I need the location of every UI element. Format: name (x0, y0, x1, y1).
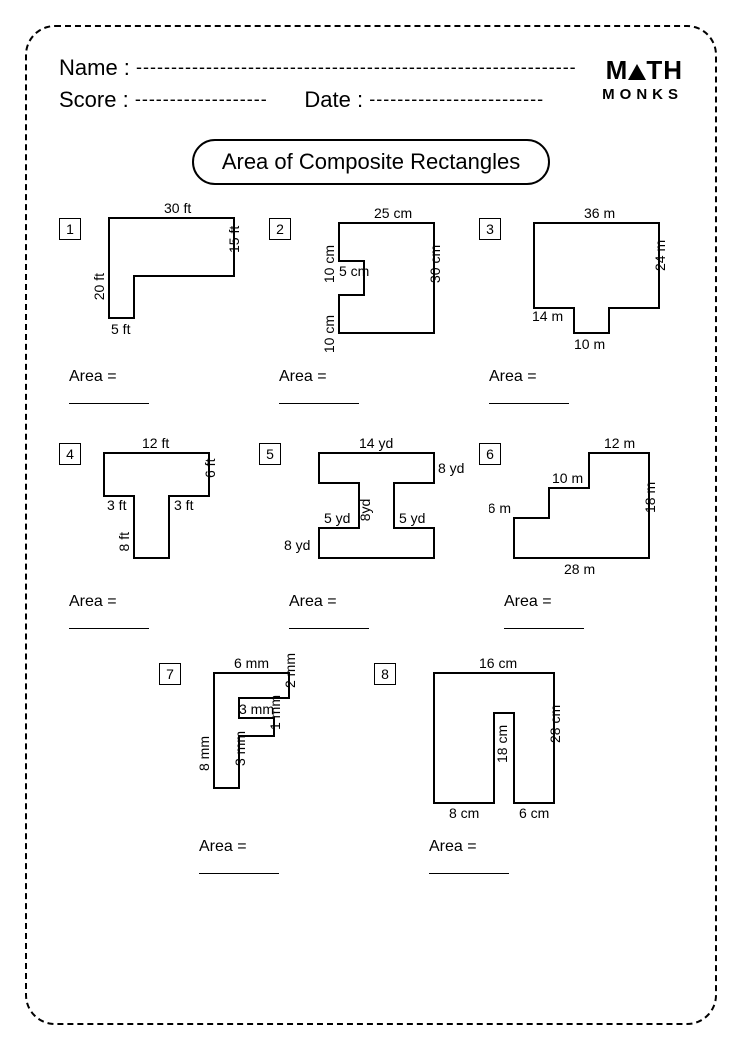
svg-text:12 m: 12 m (604, 435, 635, 451)
svg-text:10 cm: 10 cm (321, 315, 337, 353)
svg-text:3 ft: 3 ft (107, 497, 127, 513)
area-blank-5[interactable] (289, 615, 369, 629)
shape-1: 30 ft 15 ft 20 ft 5 ft (89, 198, 279, 348)
shape-2: 25 cm 10 cm 5 cm 10 cm 30 cm (294, 203, 484, 353)
svg-text:20 ft: 20 ft (91, 273, 107, 300)
area-prompt-5: Area = (289, 593, 369, 629)
svg-text:36 m: 36 m (584, 205, 615, 221)
area-prompt-8: Area = (429, 838, 509, 874)
area-prompt-7: Area = (199, 838, 279, 874)
logo: MTH MONKS (602, 55, 683, 103)
svg-text:8 cm: 8 cm (449, 805, 479, 821)
date-label: Date : (304, 87, 363, 112)
score-blank[interactable]: ------------------- (135, 89, 268, 109)
area-blank-3[interactable] (489, 390, 569, 404)
area-blank-4[interactable] (69, 615, 149, 629)
svg-text:8 yd: 8 yd (438, 460, 464, 476)
svg-text:18 cm: 18 cm (494, 725, 510, 763)
svg-text:25 cm: 25 cm (374, 205, 412, 221)
date-blank[interactable]: ------------------------- (369, 89, 544, 109)
area-blank-8[interactable] (429, 860, 509, 874)
svg-text:3 ft: 3 ft (174, 497, 194, 513)
svg-text:14 m: 14 m (532, 308, 563, 324)
svg-text:5 cm: 5 cm (339, 263, 369, 279)
svg-text:3 mm: 3 mm (232, 731, 248, 766)
svg-text:5 ft: 5 ft (111, 321, 131, 337)
svg-text:10 cm: 10 cm (321, 245, 337, 283)
svg-text:30 ft: 30 ft (164, 200, 191, 216)
svg-text:28 m: 28 m (564, 561, 595, 577)
problem-number: 2 (269, 218, 291, 240)
svg-text:5 yd: 5 yd (399, 510, 425, 526)
svg-text:2 mm: 2 mm (282, 653, 298, 688)
svg-text:5 yd: 5 yd (324, 510, 350, 526)
shape-8: 16 cm 28 cm 18 cm 8 cm 6 cm (394, 648, 604, 823)
svg-text:16 cm: 16 cm (479, 655, 517, 671)
svg-text:8 mm: 8 mm (196, 736, 212, 771)
shape-3: 36 m 24 m 14 m 10 m (499, 203, 689, 358)
svg-text:6 ft: 6 ft (202, 458, 218, 478)
svg-text:24 m: 24 m (652, 240, 668, 271)
shape-5: 14 yd 8 yd 8yd 5 yd 5 yd 8 yd (274, 428, 484, 583)
problem-number: 1 (59, 218, 81, 240)
svg-text:30 cm: 30 cm (427, 245, 443, 283)
header: Name : ---------------------------------… (59, 55, 683, 119)
svg-text:8 ft: 8 ft (116, 532, 132, 552)
svg-text:10 m: 10 m (574, 336, 605, 352)
svg-text:6 cm: 6 cm (519, 805, 549, 821)
svg-text:1 mm: 1 mm (267, 695, 283, 730)
name-blank[interactable]: ----------------------------------------… (136, 57, 577, 77)
svg-text:8 yd: 8 yd (284, 537, 310, 553)
svg-text:12 ft: 12 ft (142, 435, 169, 451)
area-prompt-3: Area = (489, 368, 569, 404)
svg-text:28 cm: 28 cm (547, 705, 563, 743)
shape-6: 12 m 10 m 6 m 18 m 28 m (489, 428, 689, 583)
svg-text:6 mm: 6 mm (234, 655, 269, 671)
score-label: Score : (59, 87, 129, 112)
area-blank-2[interactable] (279, 390, 359, 404)
area-blank-7[interactable] (199, 860, 279, 874)
svg-text:10 m: 10 m (552, 470, 583, 486)
svg-text:18 m: 18 m (642, 482, 658, 513)
problem-number: 8 (374, 663, 396, 685)
area-blank-6[interactable] (504, 615, 584, 629)
area-prompt-4: Area = (69, 593, 149, 629)
shape-7: 6 mm 2 mm 3 mm 1 mm 8 mm 3 mm (174, 648, 354, 818)
area-prompt-2: Area = (279, 368, 359, 404)
svg-text:6 m: 6 m (489, 500, 511, 516)
svg-text:14 yd: 14 yd (359, 435, 393, 451)
problem-number: 3 (479, 218, 501, 240)
area-blank-1[interactable] (69, 390, 149, 404)
area-prompt-1: Area = (69, 368, 149, 404)
shape-4: 12 ft 6 ft 3 ft 3 ft 8 ft (74, 428, 254, 583)
svg-text:15 ft: 15 ft (226, 226, 242, 253)
svg-text:8yd: 8yd (357, 499, 373, 522)
name-label: Name : (59, 55, 130, 80)
area-prompt-6: Area = (504, 593, 584, 629)
page-title: Area of Composite Rectangles (192, 139, 550, 185)
